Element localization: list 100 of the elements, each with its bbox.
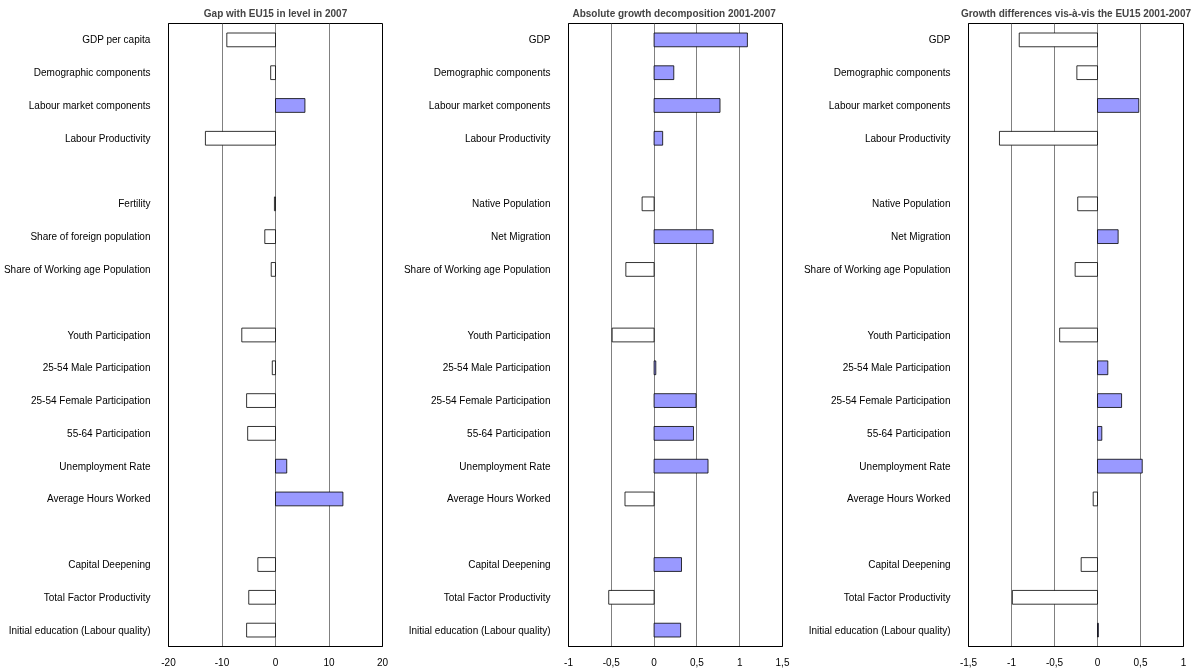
y-tick-label: 55-64 Participation <box>467 427 551 439</box>
y-tick-label: Demographic components <box>33 67 151 79</box>
x-tick-label: -0,5 <box>602 656 621 668</box>
bar <box>248 590 276 605</box>
bar <box>653 426 694 441</box>
bar <box>275 491 344 507</box>
bar <box>653 393 697 408</box>
chart-title: Growth differences vis-à-vis the EU15 2001-2007 <box>960 7 1192 19</box>
bar <box>1092 491 1098 507</box>
y-tick-label: Youth Participation <box>67 329 151 341</box>
bar <box>275 458 288 474</box>
bar <box>625 262 655 277</box>
y-tick-label: Labour market components <box>828 99 951 111</box>
bar <box>1097 458 1143 474</box>
y-tick-label: 55-64 Participation <box>867 427 951 439</box>
bar <box>1097 98 1140 113</box>
y-tick-label: Total Factor Productivity <box>43 591 151 603</box>
y-tick-label: Labour Productivity <box>64 132 151 144</box>
bar <box>246 393 276 408</box>
y-tick-label: 25-54 Male Participation <box>842 362 951 374</box>
y-tick-label: Net Migration <box>891 231 951 243</box>
bar <box>611 327 655 343</box>
y-tick-label: Initial education (Labour quality) <box>408 624 551 636</box>
y-tick-label: Initial education (Labour quality) <box>808 624 951 636</box>
y-tick-label: Native Population <box>872 198 951 210</box>
bar <box>608 590 655 605</box>
y-tick-label: Labour market components <box>428 99 551 111</box>
bar <box>1059 327 1098 343</box>
x-tick-label: 0 <box>651 656 658 668</box>
y-tick-label: GDP per capita <box>82 34 151 46</box>
bar <box>1011 590 1098 605</box>
x-tick-label: 0,5 <box>1133 656 1148 668</box>
chart-title: Absolute growth decomposition 2001-2007 <box>572 7 777 19</box>
y-tick-label: Youth Participation <box>867 329 951 341</box>
y-tick-label: Total Factor Productivity <box>443 591 551 603</box>
y-tick-label: Average Hours Worked <box>46 493 151 505</box>
bar <box>270 65 276 80</box>
bar <box>653 458 709 474</box>
bar <box>624 491 655 507</box>
x-tick-label: 0 <box>1094 656 1101 668</box>
bar <box>205 130 276 146</box>
y-tick-label: 55-64 Participation <box>67 427 151 439</box>
bar <box>653 65 675 80</box>
bar <box>1074 262 1098 277</box>
y-tick-label: Capital Deepening <box>468 559 551 571</box>
x-tick-label: 10 <box>323 656 335 668</box>
y-tick-label: 25-54 Female Participation <box>430 395 551 407</box>
y-tick-label: Share of Working age Population <box>403 263 551 275</box>
y-tick-label: 25-54 Male Participation <box>442 362 551 374</box>
x-tick-label: 0 <box>272 656 279 668</box>
bar <box>1076 65 1098 80</box>
x-tick-label: -1 <box>1007 656 1017 668</box>
bar <box>653 130 664 146</box>
x-tick-label: 1 <box>736 656 743 668</box>
bar <box>999 130 1098 146</box>
bar <box>1018 32 1098 48</box>
x-tick-label: 1 <box>1180 656 1187 668</box>
y-tick-label: 25-54 Male Participation <box>42 362 151 374</box>
bar <box>653 557 682 572</box>
x-tick-label: 0,5 <box>689 656 705 668</box>
x-tick-label: -10 <box>214 656 230 668</box>
y-tick-label: Capital Deepening <box>68 559 151 571</box>
x-tick-label: -1 <box>564 656 574 668</box>
bar <box>1080 557 1098 572</box>
bar <box>247 426 276 441</box>
x-tick-label: 20 <box>376 656 389 668</box>
y-tick-label: Share of Working age Population <box>3 263 151 275</box>
y-tick-label: Unemployment Rate <box>59 460 151 472</box>
bar <box>653 98 721 113</box>
bar <box>1077 196 1098 212</box>
y-tick-label: Capital Deepening <box>868 559 951 571</box>
bar <box>257 557 276 572</box>
bar <box>275 98 306 113</box>
chart-title: Gap with EU15 in level in 2007 <box>203 7 348 19</box>
bar <box>264 229 276 244</box>
y-tick-label: Net Migration <box>491 231 551 243</box>
y-tick-label: Average Hours Worked <box>446 493 551 505</box>
bar <box>271 360 276 376</box>
bar <box>1097 393 1122 408</box>
y-tick-label: Labour Productivity <box>864 132 951 144</box>
y-tick-label: GDP <box>528 34 551 46</box>
y-tick-label: Youth Participation <box>467 329 551 341</box>
bar <box>226 32 276 48</box>
x-tick-label: 1,5 <box>775 656 790 668</box>
bar <box>1097 360 1109 376</box>
y-tick-label: 25-54 Female Participation <box>830 395 951 407</box>
y-tick-label: Native Population <box>472 198 551 210</box>
y-tick-label: Share of foreign population <box>30 231 151 243</box>
y-tick-label: Share of Working age Population <box>803 263 951 275</box>
y-tick-label: Labour Productivity <box>464 132 551 144</box>
bar <box>641 196 655 212</box>
bar <box>270 262 276 277</box>
y-tick-label: Demographic components <box>433 67 551 79</box>
x-tick-label: -20 <box>161 656 177 668</box>
y-tick-label: Unemployment Rate <box>859 460 951 472</box>
y-tick-label: GDP <box>928 34 951 46</box>
x-tick-label: -0,5 <box>1045 656 1064 668</box>
bar <box>246 622 276 638</box>
bar <box>241 327 276 343</box>
bar <box>653 32 748 48</box>
